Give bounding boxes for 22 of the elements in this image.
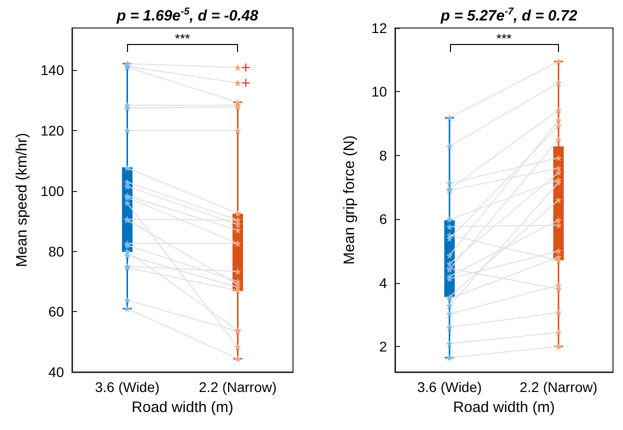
y-tick-label: 120 — [40, 122, 64, 139]
annotation: *** — [174, 31, 192, 46]
y-tick-label: 10 — [371, 84, 388, 100]
y-tick-label: 40 — [48, 364, 64, 380]
y-tick-label: 60 — [48, 304, 64, 320]
x-tick-label: 2.2 (Narrow) — [198, 379, 277, 395]
y-tick-label: 12 — [371, 20, 388, 36]
y-tick-label: 140 — [40, 62, 64, 78]
y-tick-label: 6 — [379, 211, 388, 228]
x-tick-label: 3.6 (Wide) — [417, 379, 482, 395]
x-tick-label: 2.2 (Narrow) — [520, 379, 598, 395]
y-tick-label: 100 — [40, 182, 64, 199]
x-tick-label: 3.6 (Wide) — [94, 379, 160, 395]
annotation: *** — [495, 31, 513, 46]
x-axis-title: Road width (m) — [453, 399, 555, 416]
y-axis-title: Mean grip force (N) — [341, 135, 358, 265]
y-tick-label: 4 — [379, 274, 388, 291]
y-tick-label: 2 — [379, 338, 388, 355]
x-axis-title: Road width (m) — [132, 399, 234, 416]
y-tick-label: 80 — [48, 243, 64, 260]
y-axis-title: Mean speed (km/hr) — [14, 132, 31, 268]
y-tick-label: 8 — [379, 147, 388, 164]
